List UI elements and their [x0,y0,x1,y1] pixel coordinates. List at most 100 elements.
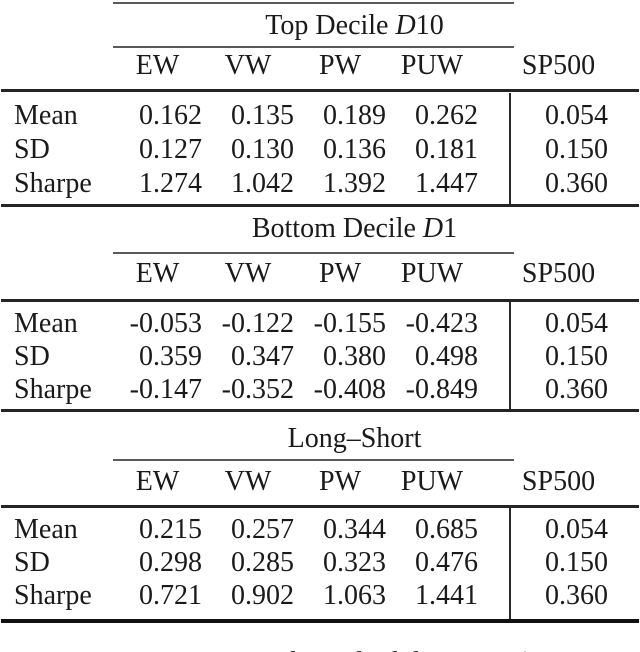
row-label-sd: SD [14,547,50,578]
cell-value: -0.147 [129,374,202,405]
cell-value: 0.347 [231,341,294,372]
cell-value: 1.274 [139,168,202,199]
row-label-sharpe: Sharpe [14,374,92,405]
cell-value: 0.262 [415,100,478,131]
table-row: SD 0.298 0.285 0.323 0.476 0.150 [0,546,640,580]
header-row-panel-2: EW VW PW PUW SP500 [0,257,640,291]
cell-value: -0.408 [313,374,386,405]
rule-under-title-3 [113,459,514,461]
cell-value: -0.122 [221,308,294,339]
column-header-sp500: SP500 [521,50,596,81]
cell-value: 0.150 [545,341,608,372]
column-separator-2 [509,302,511,409]
cell-value: 0.344 [323,514,386,545]
cell-value: 0.360 [545,580,608,611]
cell-value: 0.054 [545,100,608,131]
row-label-sharpe: Sharpe [14,580,92,611]
column-header-ew: EW [135,466,180,497]
cell-value: 0.323 [323,547,386,578]
panel-title-top-decile: Top Decile D10 [113,8,596,44]
cell-value: 0.054 [545,514,608,545]
cell-value: 0.360 [545,168,608,199]
panel-title-suffix: 10 [415,10,444,41]
cell-value: 0.127 [139,134,202,165]
cell-value: -0.053 [129,308,202,339]
column-header-pw: PW [319,466,361,497]
rule-top-cmid [113,2,514,4]
cell-value: 0.359 [139,341,202,372]
cell-value: 0.476 [415,547,478,578]
panel-title-text: Long–Short [287,423,422,454]
column-header-puw: PUW [400,50,464,81]
row-label-mean: Mean [14,308,78,339]
table-row: Sharpe 0.721 0.902 1.063 1.441 0.360 [0,579,640,613]
cell-value: -0.155 [313,308,386,339]
cell-value: 1.447 [415,168,478,199]
column-header-sp500: SP500 [521,466,596,497]
header-row-panel-1: EW VW PW PUW SP500 [0,49,640,83]
table-row: Mean 0.215 0.257 0.344 0.685 0.054 [0,513,640,547]
panel-title-suffix: 1 [443,213,458,244]
rule-header-sep-2 [1,299,639,302]
column-header-puw: PUW [400,466,464,497]
cell-value: -0.423 [405,308,478,339]
cell-value: 0.721 [139,580,202,611]
column-header-ew: EW [135,258,180,289]
row-label-mean: Mean [14,514,78,545]
cell-value: 0.150 [545,547,608,578]
cell-value: 0.902 [231,580,294,611]
cell-value: 0.360 [545,374,608,405]
cell-value: 0.685 [415,514,478,545]
cell-value: 0.054 [545,308,608,339]
cell-value: 0.135 [231,100,294,131]
cell-value: 0.298 [139,547,202,578]
column-header-ew: EW [135,50,180,81]
column-header-vw: VW [224,466,272,497]
column-header-puw: PUW [400,258,464,289]
cell-value: 0.189 [323,100,386,131]
column-separator-3 [509,508,511,619]
cell-value: 1.042 [231,168,294,199]
caption-fragment: mean return and standard deviation (S [115,646,640,652]
column-separator-1 [509,93,511,205]
rule-header-sep-3 [1,505,639,508]
column-header-vw: VW [224,50,272,81]
panel-title-text: Bottom Decile [251,213,423,244]
cell-value: 0.380 [323,341,386,372]
rule-header-sep-1 [1,89,639,92]
cell-value: 0.181 [415,134,478,165]
table-row: SD 0.359 0.347 0.380 0.498 0.150 [0,340,640,374]
row-label-sharpe: Sharpe [14,168,92,199]
column-header-pw: PW [319,50,361,81]
cell-value: 0.162 [139,100,202,131]
rule-panel-sep-2 [1,409,639,412]
cell-value: 0.130 [231,134,294,165]
cell-value: 1.063 [323,580,386,611]
rule-under-title-1 [113,46,514,48]
panel-title-bottom-decile: Bottom Decile D1 [113,211,596,247]
rule-panel-sep-1 [1,204,639,207]
rule-under-title-2 [113,252,514,254]
table-row: Sharpe 1.274 1.042 1.392 1.447 0.360 [0,167,640,201]
table-row: Sharpe -0.147 -0.352 -0.408 -0.849 0.360 [0,373,640,407]
panel-title-italic: D [422,213,444,244]
header-row-panel-3: EW VW PW PUW SP500 [0,465,640,499]
table-row: Mean -0.053 -0.122 -0.155 -0.423 0.054 [0,307,640,341]
cell-value: 1.441 [415,580,478,611]
table-row: Mean 0.162 0.135 0.189 0.262 0.054 [0,99,640,133]
cell-value: -0.849 [405,374,478,405]
cell-value: 0.136 [323,134,386,165]
table-row: SD 0.127 0.130 0.136 0.181 0.150 [0,133,640,167]
column-header-sp500: SP500 [521,258,596,289]
panel-title-long-short: Long–Short [113,421,596,457]
cell-value: 1.392 [323,168,386,199]
panel-title-text: Top Decile [265,10,396,41]
cell-value: 0.215 [139,514,202,545]
column-header-pw: PW [319,258,361,289]
cell-value: 0.498 [415,341,478,372]
cell-value: 0.150 [545,134,608,165]
cell-value: -0.352 [221,374,294,405]
row-label-mean: Mean [14,100,78,131]
column-header-vw: VW [224,258,272,289]
